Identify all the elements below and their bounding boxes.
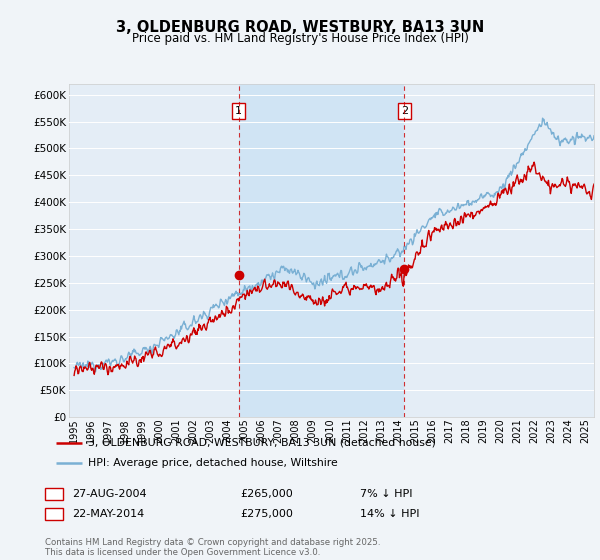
Text: 7% ↓ HPI: 7% ↓ HPI: [360, 489, 413, 499]
Text: 2: 2: [50, 509, 58, 519]
Text: £275,000: £275,000: [240, 509, 293, 519]
Text: 3, OLDENBURG ROAD, WESTBURY, BA13 3UN (detached house): 3, OLDENBURG ROAD, WESTBURY, BA13 3UN (d…: [88, 438, 436, 448]
Text: 1: 1: [235, 106, 242, 116]
Text: Contains HM Land Registry data © Crown copyright and database right 2025.
This d: Contains HM Land Registry data © Crown c…: [45, 538, 380, 557]
Text: Price paid vs. HM Land Registry's House Price Index (HPI): Price paid vs. HM Land Registry's House …: [131, 32, 469, 45]
Text: 22-MAY-2014: 22-MAY-2014: [72, 509, 144, 519]
Text: HPI: Average price, detached house, Wiltshire: HPI: Average price, detached house, Wilt…: [88, 458, 337, 468]
Bar: [239, 84, 404, 417]
Text: 14% ↓ HPI: 14% ↓ HPI: [360, 509, 419, 519]
Text: 2: 2: [401, 106, 408, 116]
Text: 1: 1: [50, 489, 58, 499]
Text: 27-AUG-2004: 27-AUG-2004: [72, 489, 146, 499]
Text: £265,000: £265,000: [240, 489, 293, 499]
Text: 3, OLDENBURG ROAD, WESTBURY, BA13 3UN: 3, OLDENBURG ROAD, WESTBURY, BA13 3UN: [116, 20, 484, 35]
